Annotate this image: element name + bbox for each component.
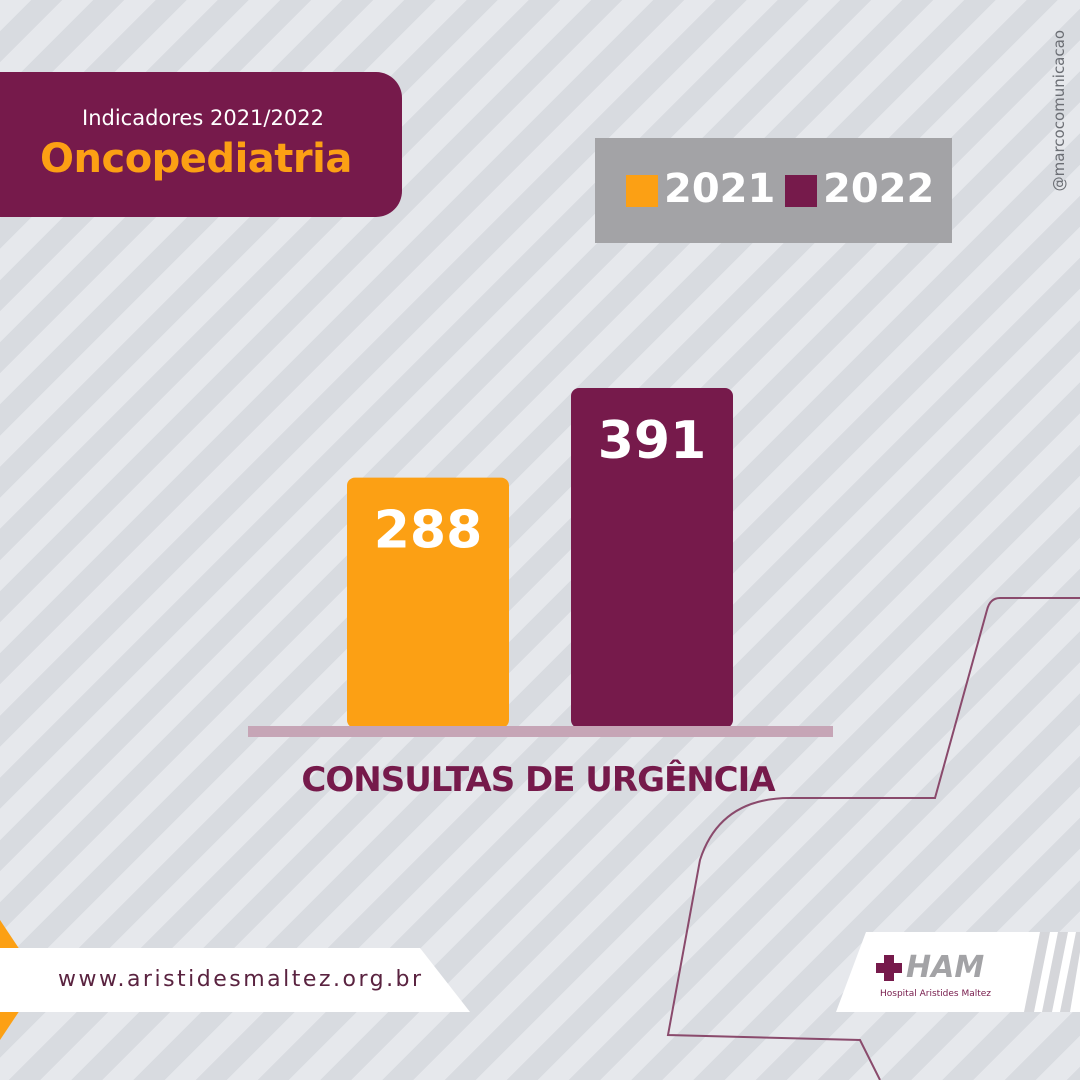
category-label: CONSULTAS DE URGÊNCIA — [301, 760, 775, 800]
title-banner — [0, 72, 402, 217]
logo: HAM — [906, 950, 985, 985]
chart-baseline — [248, 726, 833, 737]
legend-label-2021: 2021 — [664, 166, 776, 212]
page-title: Oncopediatria — [40, 136, 352, 182]
page-subtitle: Indicadores 2021/2022 — [82, 106, 324, 130]
legend-label-2022: 2022 — [823, 166, 935, 212]
legend-swatch-2022 — [785, 175, 817, 207]
cross-icon — [876, 955, 902, 981]
stripes-decoration — [1024, 932, 1080, 1012]
url-banner — [0, 948, 470, 1012]
bar-value-2021: 288 — [374, 501, 483, 561]
bar-2022 — [571, 388, 733, 728]
legend-swatch-2021 — [626, 175, 658, 207]
bar-value-2022: 391 — [598, 411, 707, 471]
website-link[interactable]: www.aristidesmaltez.org.br — [58, 967, 424, 992]
logo-subtitle: Hospital Aristides Maltez — [880, 989, 992, 999]
chart-legend: 2021 2022 — [595, 138, 952, 243]
bar-2021 — [347, 477, 509, 728]
